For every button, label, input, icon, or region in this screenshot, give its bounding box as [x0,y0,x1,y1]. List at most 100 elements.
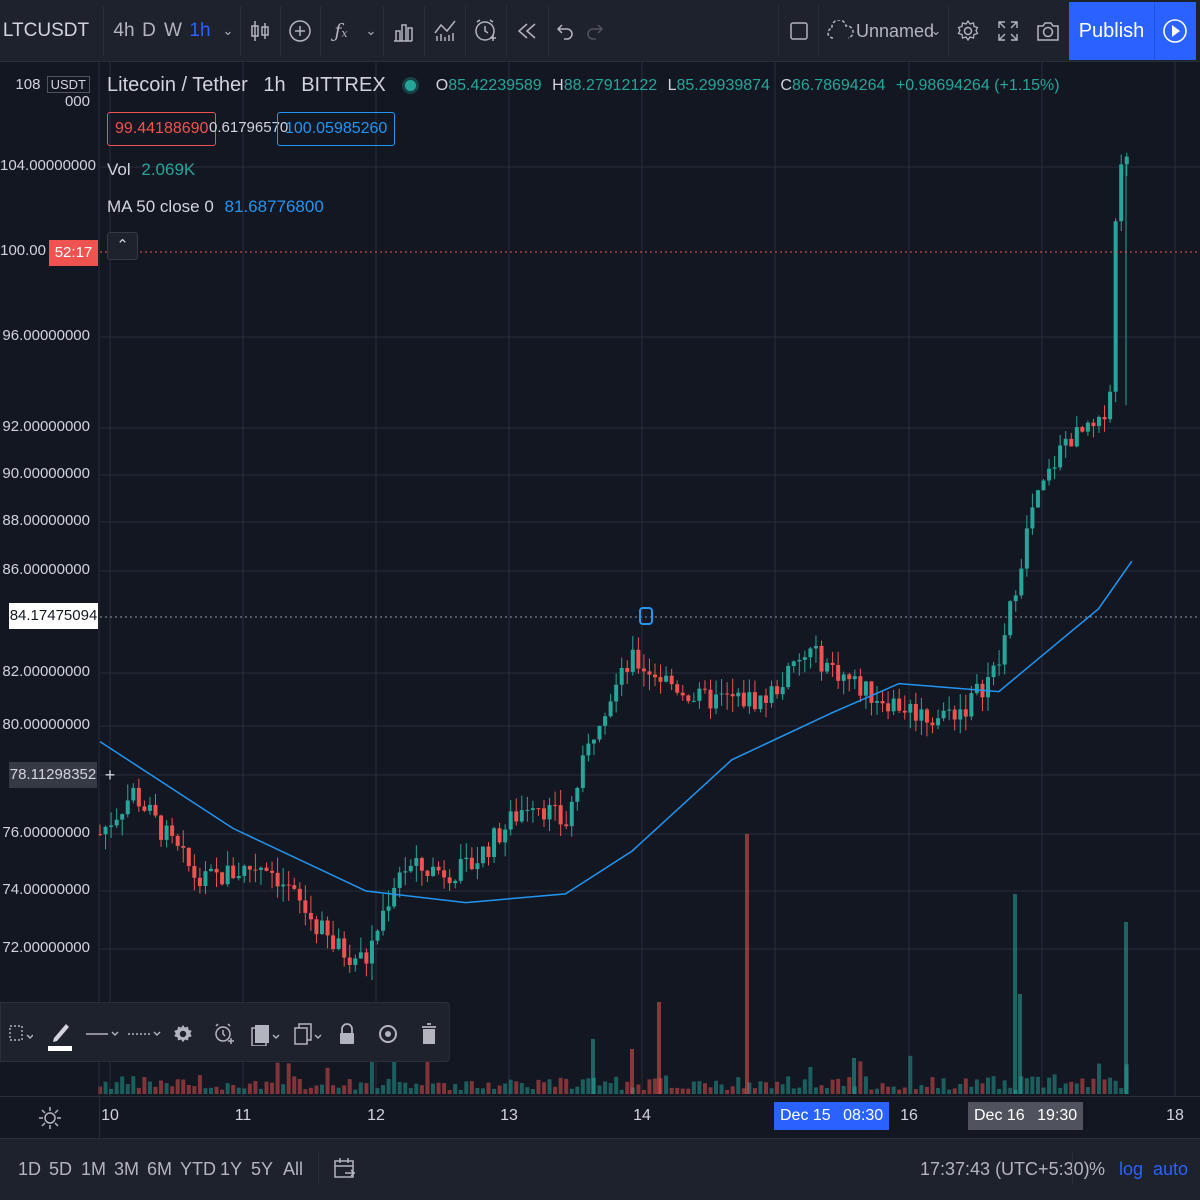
interval-4h[interactable]: 4h [113,20,135,41]
range-ytd[interactable]: YTD [180,1159,216,1179]
interval-w[interactable]: W [164,20,182,41]
volume-bar [125,1084,130,1094]
candle-body [836,664,841,681]
camera-icon[interactable] [1032,0,1064,62]
candle-body [258,867,263,870]
ask-price-box[interactable]: 100.05985260 [277,112,396,146]
compare-add-icon[interactable] [284,0,316,62]
indicators-fx-icon[interactable]: ƒx [334,20,348,42]
bid-price-box[interactable]: 99.44188690 [107,112,217,146]
price-chart[interactable] [0,62,1200,1096]
volume-bar [841,1085,846,1094]
candle-body [825,662,830,672]
drawing-alert-icon[interactable] [207,1003,241,1063]
volume-indicator-legend[interactable]: Vol 2.069K [107,160,196,179]
volume-bar [1035,1076,1040,1094]
redo-icon[interactable] [582,0,608,62]
bottom-divider [318,1153,319,1185]
time-axis-settings-sun-icon[interactable] [36,1105,64,1131]
interval-dropdown-chevron-icon[interactable]: ⌄ [222,23,234,38]
toolbar-divider [280,6,281,56]
auto-scale-toggle[interactable]: auto [1153,1159,1189,1179]
line-style-dropdown[interactable] [83,1003,121,1063]
clone-dropdown-icon[interactable] [289,1003,325,1063]
publish-button[interactable]: Publish [1069,2,1154,60]
currency-badge[interactable]: USDT [46,76,90,93]
indicators-chevron-icon[interactable]: ⌄ [365,23,377,38]
bar-replay-icon[interactable] [510,0,544,62]
range-1y[interactable]: 1Y [220,1159,243,1179]
range-1m[interactable]: 1M [81,1159,107,1179]
candle-body [369,940,374,964]
lock-icon[interactable] [331,1003,363,1063]
candle-body [991,665,996,678]
templates-icon[interactable] [428,0,462,62]
candle-body [447,877,452,884]
volume-bar [897,1089,902,1094]
fullscreen-icon[interactable] [992,0,1024,62]
candle-body [769,686,774,703]
layout-chevron-icon[interactable]: ⌄ [930,23,942,38]
select-drawings-icon[interactable] [3,1003,37,1063]
volume-bar [991,1076,996,1094]
collapse-legend-chevron-up-icon[interactable]: ⌃ [107,232,138,260]
interval-1h[interactable]: 1h [189,20,211,41]
candle-body [1108,391,1113,420]
drawing-settings-gear-icon[interactable] [167,1003,199,1063]
range-6m[interactable]: 6M [147,1159,173,1179]
toolbar-divider [320,6,321,56]
interval-d[interactable]: D [142,20,156,41]
time-axis[interactable]: 10 11 12 13 14 Dec 15 08:30 16 Dec 16 19… [0,1096,1200,1139]
candle-body [242,865,247,876]
candle-body [514,811,519,822]
volume-bar [580,1079,585,1094]
volume-bar [164,1083,169,1094]
volume-bar [209,1087,213,1094]
volume-bar [136,1087,141,1094]
undo-icon[interactable] [552,0,578,62]
volume-bar [181,1079,186,1094]
volume-bar [431,1083,435,1094]
candle-body [1058,445,1063,468]
trash-icon[interactable] [413,1003,445,1063]
volume-bar [375,1088,380,1094]
volume-bar [641,1089,646,1094]
pencil-color-icon[interactable] [43,1003,77,1063]
alert-clock-icon[interactable] [468,0,502,62]
log-scale-toggle[interactable]: log [1119,1159,1144,1179]
layout-name[interactable]: Unnamed [856,21,935,41]
candle-body [764,695,768,703]
range-all[interactable]: All [283,1159,304,1179]
go-to-date-calendar-icon[interactable] [332,1156,358,1182]
volume-bar [414,1083,419,1094]
template-dropdown-icon[interactable] [247,1003,283,1063]
range-1d[interactable]: 1D [18,1159,42,1179]
financials-icon[interactable] [386,0,420,62]
candle-body [336,938,341,949]
chart-pane[interactable] [0,62,1200,1096]
volume-bar [153,1086,158,1094]
symbol-search-button[interactable]: LTCUSDT [2,20,90,41]
range-3m[interactable]: 3M [114,1159,140,1179]
ma-indicator-legend[interactable]: MA 50 close 0 81.68776800 [107,197,324,216]
visibility-eye-icon[interactable] [371,1003,405,1063]
volume-bars [98,834,1129,1094]
candle-body [347,957,352,965]
candle-body [231,865,236,879]
clock-timezone[interactable]: 17:37:43 (UTC+5:30) [920,1159,1090,1179]
layout-square-icon[interactable] [784,0,814,62]
settings-gear-icon[interactable] [952,0,984,62]
line-dash-dropdown[interactable] [125,1003,163,1063]
candle-style-icon[interactable] [244,0,276,62]
stream-play-button[interactable] [1154,2,1196,60]
candle-body [120,814,125,820]
legend-title[interactable]: Litecoin / Tether [107,74,248,97]
percent-scale-toggle[interactable]: % [1089,1159,1106,1179]
range-5y[interactable]: 5Y [251,1159,274,1179]
volume-bar [1085,1087,1090,1094]
range-5d[interactable]: 5D [49,1159,73,1179]
add-alert-plus-icon[interactable]: + [104,765,116,785]
candle-body [1030,507,1035,529]
volume-bar [1069,1081,1074,1094]
volume-bar [630,1049,634,1094]
